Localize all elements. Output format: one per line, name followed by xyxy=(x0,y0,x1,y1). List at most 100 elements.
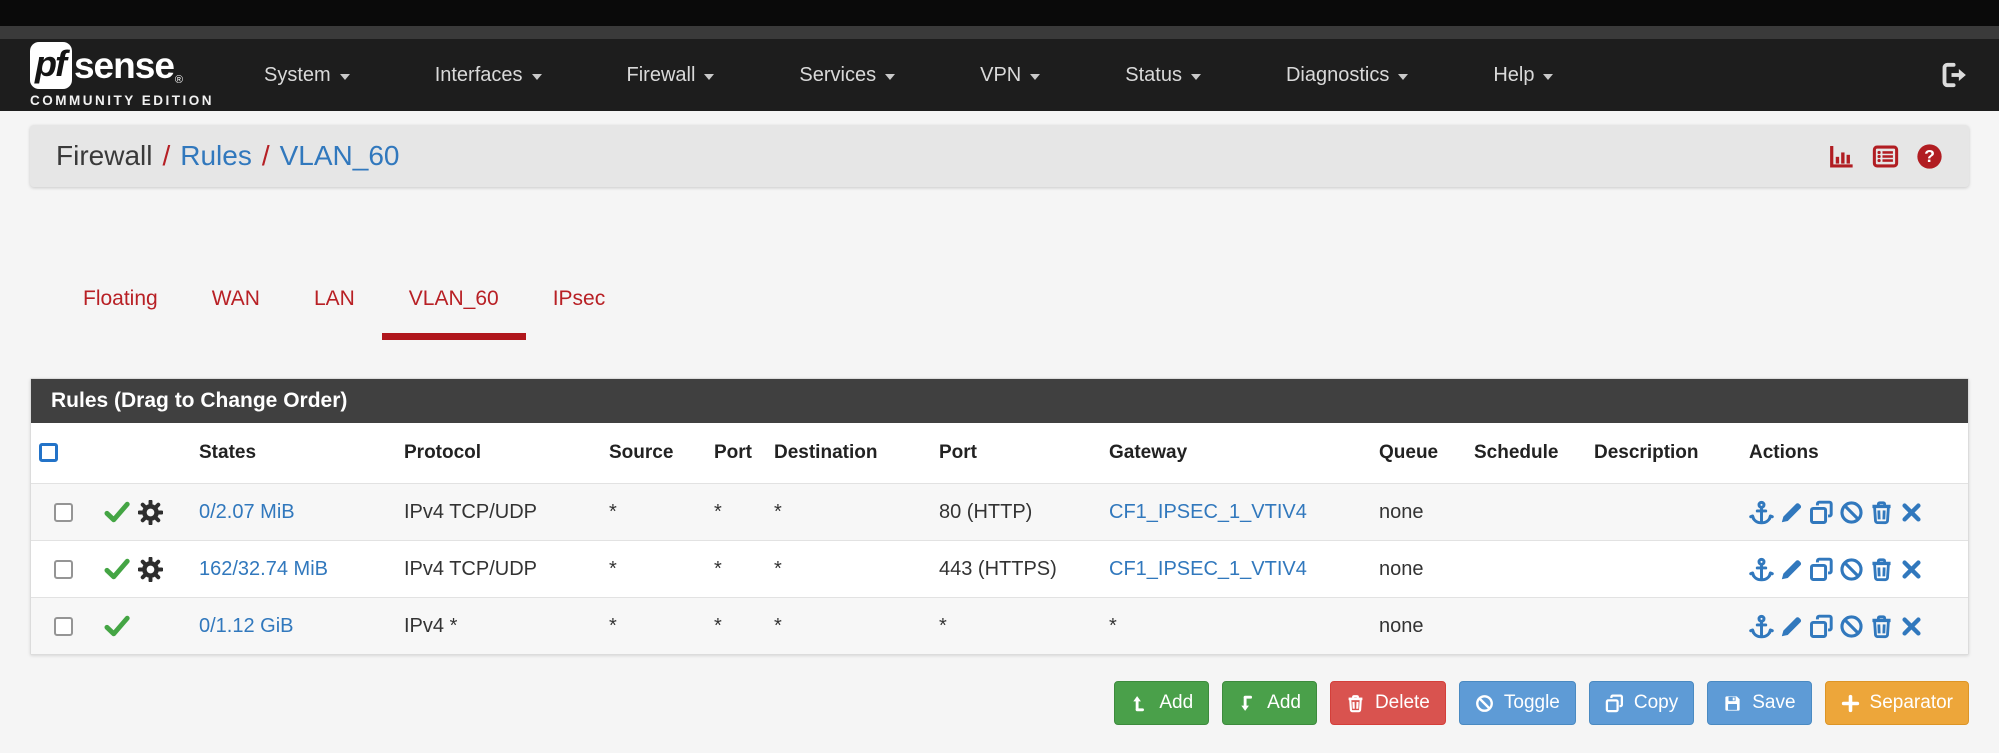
select-all-checkbox[interactable] xyxy=(39,443,58,463)
toggle-button[interactable]: Toggle xyxy=(1458,681,1576,725)
states-link[interactable]: 0/2.07 MiB xyxy=(199,500,295,523)
pass-check-icon xyxy=(104,556,130,582)
source-cell: * xyxy=(601,483,706,541)
tab-floating[interactable]: Floating xyxy=(83,287,158,310)
add-rule-bottom-button[interactable]: Add xyxy=(1222,681,1317,725)
button-label: Toggle xyxy=(1503,692,1560,713)
gateway-link[interactable]: CF1_IPSEC_1_VTIV4 xyxy=(1109,557,1307,580)
delete-button[interactable]: Delete xyxy=(1329,681,1446,725)
copy-clone-icon[interactable] xyxy=(1809,557,1834,582)
delete-trash-icon[interactable] xyxy=(1869,614,1894,639)
separator-button[interactable]: Separator xyxy=(1824,681,1969,725)
col-description: Description xyxy=(1586,423,1741,484)
sign-out-icon[interactable] xyxy=(1941,61,1969,89)
row-checkbox[interactable] xyxy=(54,502,73,522)
col-schedule: Schedule xyxy=(1466,423,1586,484)
edit-pencil-icon[interactable] xyxy=(1779,557,1804,582)
copy-clone-icon[interactable] xyxy=(1809,614,1834,639)
edit-pencil-icon[interactable] xyxy=(1779,500,1804,525)
button-label: Add xyxy=(1267,692,1301,713)
chart-bar-icon[interactable] xyxy=(1828,143,1855,170)
rule-row[interactable]: 0/2.07 MiB IPv4 TCP/UDP * * * 80 (HTTP) … xyxy=(31,483,1968,541)
chevron-down-icon xyxy=(531,73,542,80)
nav-menu: System Interfaces Firewall Services VPN … xyxy=(214,63,1554,87)
chevron-down-icon xyxy=(1190,73,1201,80)
row-checkbox[interactable] xyxy=(54,616,73,636)
breadcrumb-current-page[interactable]: VLAN_60 xyxy=(279,140,400,171)
queue-cell: none xyxy=(1371,597,1466,654)
button-label: Separator xyxy=(1869,692,1953,713)
list-log-icon[interactable] xyxy=(1872,143,1899,170)
col-source: Source xyxy=(601,423,706,484)
states-link[interactable]: 0/1.12 GiB xyxy=(199,614,294,637)
nav-item-label: Firewall xyxy=(626,63,696,86)
nav-item-vpn[interactable]: VPN xyxy=(980,63,1041,87)
nav-item-diagnostics[interactable]: Diagnostics xyxy=(1286,64,1409,87)
nav-item-interfaces[interactable]: Interfaces xyxy=(435,64,542,87)
source-cell: * xyxy=(601,597,706,654)
breadcrumb-section: Firewall xyxy=(56,140,153,171)
col-dst-port: Port xyxy=(931,423,1101,484)
nav-item-services[interactable]: Services xyxy=(799,64,896,87)
disable-ban-icon[interactable] xyxy=(1839,557,1864,582)
tab-vlan-60[interactable]: VLAN_60 xyxy=(381,267,526,340)
remove-x-icon[interactable] xyxy=(1899,500,1924,525)
edit-pencil-icon[interactable] xyxy=(1779,614,1804,639)
nav-item-label: VPN xyxy=(980,63,1022,86)
chevron-down-icon xyxy=(1030,73,1041,80)
dst-port-cell: 443 (HTTPS) xyxy=(931,540,1101,598)
advanced-gear-icon xyxy=(138,557,163,582)
destination-cell: * xyxy=(766,597,931,654)
protocol-cell: IPv4 TCP/UDP xyxy=(396,483,601,541)
description-cell xyxy=(1586,483,1741,541)
rule-row[interactable]: 0/1.12 GiB IPv4 * * * * * * none xyxy=(31,597,1968,654)
gateway-link[interactable]: CF1_IPSEC_1_VTIV4 xyxy=(1109,500,1307,523)
col-src-port: Port xyxy=(706,423,766,484)
remove-x-icon[interactable] xyxy=(1899,557,1924,582)
description-cell xyxy=(1586,597,1741,654)
rule-row[interactable]: 162/32.74 MiB IPv4 TCP/UDP * * * 443 (HT… xyxy=(31,540,1968,598)
plus-icon xyxy=(1841,694,1859,712)
pass-check-icon xyxy=(104,613,130,639)
col-protocol: Protocol xyxy=(396,423,601,484)
disable-ban-icon[interactable] xyxy=(1839,500,1864,525)
logo-sense-text: sense xyxy=(73,44,175,86)
nav-item-firewall[interactable]: Firewall xyxy=(627,64,715,87)
tab-wan[interactable]: WAN xyxy=(211,287,260,310)
gateway-cell: * xyxy=(1101,597,1371,654)
delete-trash-icon[interactable] xyxy=(1869,500,1894,525)
src-port-cell: * xyxy=(706,540,766,598)
add-rule-top-button[interactable]: Add xyxy=(1114,681,1210,725)
rules-action-bar: Add Add Delete Toggle Copy Save Separato… xyxy=(30,681,1969,725)
button-label: Delete xyxy=(1374,692,1430,713)
nav-item-system[interactable]: System xyxy=(264,64,350,87)
delete-trash-icon[interactable] xyxy=(1869,557,1894,582)
level-up-arrow-icon xyxy=(1132,694,1145,711)
rules-table: States Protocol Source Port Destination … xyxy=(31,423,1968,654)
copy-button[interactable]: Copy xyxy=(1588,681,1695,725)
logo-subtitle: COMMUNITY EDITION xyxy=(30,93,214,108)
clone-icon xyxy=(1605,694,1623,712)
row-checkbox[interactable] xyxy=(54,559,73,579)
save-button[interactable]: Save xyxy=(1707,681,1812,725)
states-link[interactable]: 162/32.74 MiB xyxy=(199,557,328,580)
nav-item-label: System xyxy=(264,63,331,86)
copy-clone-icon[interactable] xyxy=(1809,500,1834,525)
remove-x-icon[interactable] xyxy=(1899,614,1924,639)
anchor-icon[interactable] xyxy=(1749,557,1774,582)
pfsense-logo[interactable]: pf sense ® COMMUNITY EDITION xyxy=(30,42,214,108)
breadcrumb-link-rules[interactable]: Rules xyxy=(180,140,252,171)
nav-item-label: Help xyxy=(1493,63,1535,86)
anchor-icon[interactable] xyxy=(1749,500,1774,525)
chevron-down-icon xyxy=(885,73,896,80)
disable-ban-icon[interactable] xyxy=(1839,614,1864,639)
ban-icon xyxy=(1475,694,1493,712)
logo-registered-mark: ® xyxy=(174,74,184,86)
anchor-icon[interactable] xyxy=(1749,614,1774,639)
nav-item-help[interactable]: Help xyxy=(1493,63,1554,87)
nav-item-status[interactable]: Status xyxy=(1125,64,1201,87)
tab-ipsec[interactable]: IPsec xyxy=(552,287,606,310)
help-icon[interactable] xyxy=(1916,143,1943,170)
tab-lan[interactable]: LAN xyxy=(313,287,355,310)
destination-cell: * xyxy=(766,540,931,598)
